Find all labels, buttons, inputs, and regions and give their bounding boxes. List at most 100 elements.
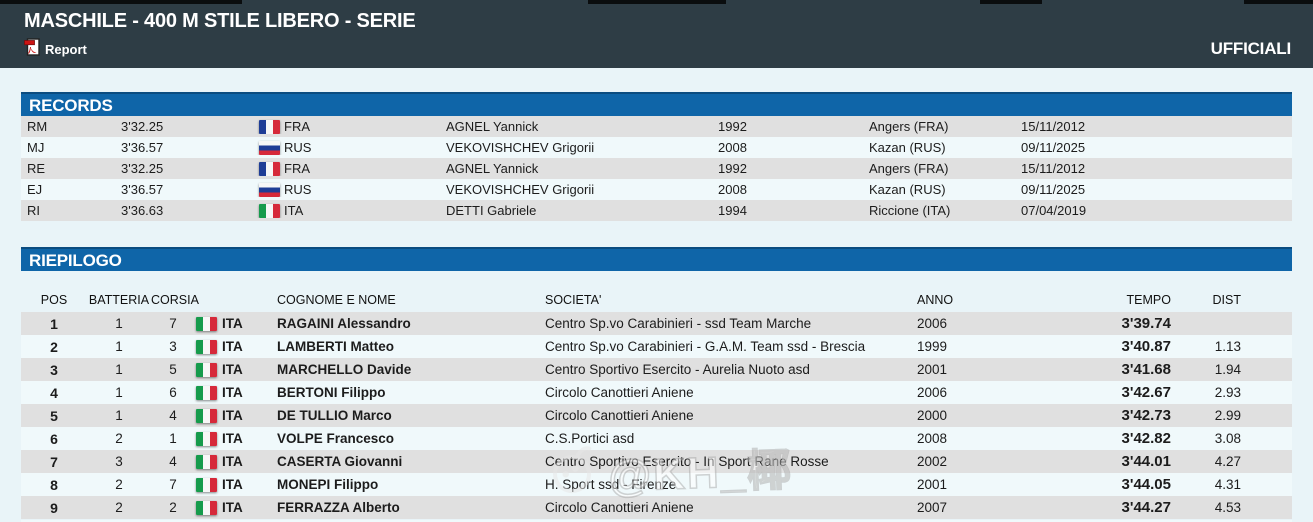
swimmer-year: 1999 [917,339,948,354]
result-pos: 1 [50,315,58,332]
swimmer-name: VOLPE Francesco [277,431,395,446]
records-section: RECORDS RM 3'32.25 FRA AGNEL Yannick 199… [21,92,1292,221]
swimmer-society: C.S.Portici asd [545,431,635,446]
event-header: MASCHILE - 400 M STILE LIBERO - SERIE Re… [0,0,1313,68]
top-edge-segment [588,0,726,4]
record-code: MJ [27,140,45,155]
result-batteria: 2 [115,431,123,446]
result-time: 3'42.73 [1121,407,1171,424]
nation-flag-icon [196,316,217,331]
record-time: 3'36.63 [121,203,164,218]
result-nation: ITA [222,500,243,515]
nation-flag-icon [196,500,217,515]
record-date: 09/11/2025 [1021,140,1086,155]
result-dist: 3.08 [1214,431,1241,446]
record-location: Angers (FRA) [869,161,949,176]
result-pos: 4 [50,384,58,401]
record-row: RI 3'36.63 ITA DETTI Gabriele 1994 Ricci… [21,200,1292,221]
record-holder-name: AGNEL Yannick [446,161,539,176]
col-header-batteria: BATTERIA [88,293,150,307]
result-corsia: 5 [169,362,177,377]
record-time: 3'32.25 [121,161,164,176]
record-holder-name: DETTI Gabriele [446,203,537,218]
table-row: 8 2 7 ITA MONEPI Filippo H. Sport ssd - … [21,473,1292,496]
result-batteria: 2 [115,477,123,492]
result-batteria: 1 [115,408,123,423]
col-header-pos: POS [40,293,68,307]
swimmer-society: Centro Sp.vo Carabinieri - ssd Team Marc… [545,316,812,331]
result-dist: 1.13 [1214,339,1241,354]
swimmer-year: 2000 [917,408,948,423]
record-time: 3'32.25 [121,119,164,134]
result-dist: 2.93 [1214,385,1241,400]
result-dist: 2.99 [1214,408,1241,423]
result-nation: ITA [222,362,243,377]
record-year: 1994 [718,203,747,218]
result-nation: ITA [222,408,243,423]
swimmer-society: Circolo Canottieri Aniene [545,500,694,515]
record-year: 2008 [718,182,747,197]
table-row: 9 2 2 ITA FERRAZZA Alberto Circolo Canot… [21,496,1292,519]
result-time: 3'44.27 [1121,499,1171,516]
swimmer-name: FERRAZZA Alberto [277,500,400,515]
record-holder-name: AGNEL Yannick [446,119,539,134]
result-batteria: 1 [115,385,123,400]
swimmer-year: 2007 [917,500,948,515]
table-row: 2 1 3 ITA LAMBERTI Matteo Centro Sp.vo C… [21,335,1292,358]
results-column-headers: POS BATTERIA CORSIA COGNOME E NOME SOCIE… [21,289,1292,311]
record-nation: RUS [284,182,312,197]
col-header-tempo: TEMPO [1126,293,1171,307]
result-corsia: 7 [169,477,177,492]
record-row: EJ 3'36.57 RUS VEKOVISHCHEV Grigorii 200… [21,179,1292,200]
swimmer-year: 2006 [917,385,948,400]
results-table: 1 1 7 ITA RAGAINI Alessandro Centro Sp.v… [21,312,1292,519]
result-pos: 2 [50,338,58,355]
table-row: 6 2 1 ITA VOLPE Francesco C.S.Portici as… [21,427,1292,450]
nation-flag-icon [259,140,280,155]
col-header-society: SOCIETA' [545,293,602,307]
record-row: MJ 3'36.57 RUS VEKOVISHCHEV Grigorii 200… [21,137,1292,158]
swimmer-name: DE TULLIO Marco [277,408,392,423]
col-header-dist: DIST [1212,293,1241,307]
record-location: Kazan (RUS) [869,140,946,155]
page-title: MASCHILE - 400 M STILE LIBERO - SERIE [24,10,416,32]
nation-flag-icon [196,408,217,423]
result-corsia: 6 [169,385,177,400]
result-corsia: 4 [169,454,177,469]
result-nation: ITA [222,431,243,446]
nation-flag-icon [196,339,217,354]
swimmer-name: BERTONI Filippo [277,385,386,400]
nation-flag-icon [196,362,217,377]
result-nation: ITA [222,316,243,331]
top-edge-segment [980,0,1042,4]
record-location: Riccione (ITA) [869,203,951,218]
record-row: RM 3'32.25 FRA AGNEL Yannick 1992 Angers… [21,116,1292,137]
result-pos: 5 [50,407,58,424]
nation-flag-icon [196,477,217,492]
swimmer-society: Circolo Canottieri Aniene [545,408,694,423]
result-dist: 4.27 [1214,454,1241,469]
pdf-icon [24,38,40,61]
record-holder-name: VEKOVISHCHEV Grigorii [446,182,595,197]
top-edge-strip [0,0,1313,4]
result-corsia: 1 [169,431,177,446]
nation-flag-icon [259,161,280,176]
report-button[interactable]: Report [24,38,1291,61]
table-row: 1 1 7 ITA RAGAINI Alessandro Centro Sp.v… [21,312,1292,335]
result-batteria: 1 [115,316,123,331]
result-dist: 1.94 [1214,362,1241,377]
nation-flag-icon [196,431,217,446]
swimmer-name: CASERTA Giovanni [277,454,403,469]
table-row-partial [21,520,1292,522]
swimmer-society: Centro Sportivo Esercito - In Sport Rane… [545,454,829,469]
swimmer-name: MARCHELLO Davide [277,362,412,377]
record-nation: FRA [284,161,310,176]
result-dist: 4.31 [1214,477,1241,492]
swimmer-society: Centro Sp.vo Carabinieri - G.A.M. Team s… [545,339,866,354]
record-date: 15/11/2012 [1021,161,1086,176]
result-batteria: 2 [115,500,123,515]
swimmer-year: 2001 [917,477,948,492]
record-code: RE [27,161,46,176]
record-nation: RUS [284,140,312,155]
records-section-title: RECORDS [21,92,1292,116]
